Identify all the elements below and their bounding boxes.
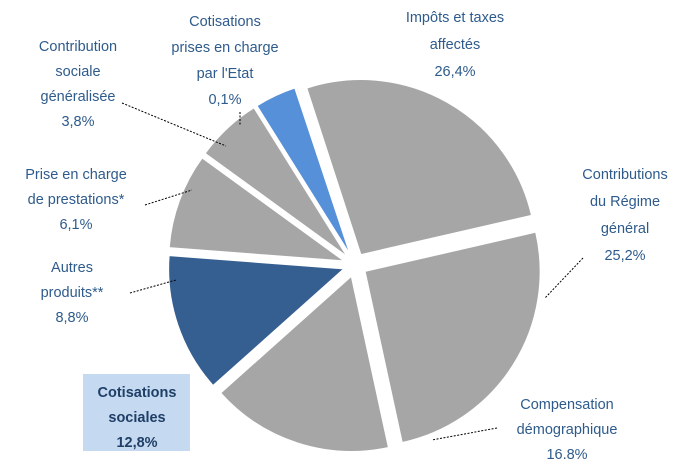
slice-label: Contribution [39,39,117,55]
slice-label: produits** [41,285,104,301]
leader-line [129,279,177,294]
label-highlight [83,374,190,451]
slice-label: Autres [51,260,93,276]
slice-label: Impôts et taxes [406,10,504,26]
leader-line [431,427,498,441]
pie-slice [168,255,345,387]
value-label: 16,8% [546,447,587,459]
slice-label: affectés [430,37,481,53]
leader-line [544,257,584,299]
slice-label: sociales [108,410,165,426]
slice-label: de prestations* [28,192,125,208]
slice-label: prises en charge [171,40,278,56]
slice-label: du Régime [590,194,660,210]
slice-label: généralisée [41,89,116,105]
slice-label: démographique [517,422,618,438]
pie-slice [256,87,351,255]
slice-label: Cotisations [98,385,177,401]
value-label: 3,8% [61,114,94,130]
pie-slice [220,275,389,452]
value-label: 12,8% [116,435,157,451]
slice-label: par l'Etat [197,66,254,82]
value-label: 0,1% [208,92,241,108]
value-label: 26,4% [434,64,475,80]
value-label: 25,2% [604,248,645,264]
pie-slice [204,107,348,257]
slice-label: sociale [55,64,100,80]
slice-label: général [601,221,649,237]
pie-slice [168,157,346,262]
slice-label: Prise en charge [25,167,127,183]
pie-slice [295,86,352,254]
slice-label: Compensation [520,397,614,413]
pie-slice [306,79,533,256]
value-label: 6,1% [59,217,92,233]
leader-line [144,189,193,206]
pie-slice [364,231,541,444]
slice-label: Contributions [582,167,667,183]
leader-line [121,102,227,147]
value-label: 8,8% [55,310,88,326]
slice-label: Cotisations [189,14,261,30]
